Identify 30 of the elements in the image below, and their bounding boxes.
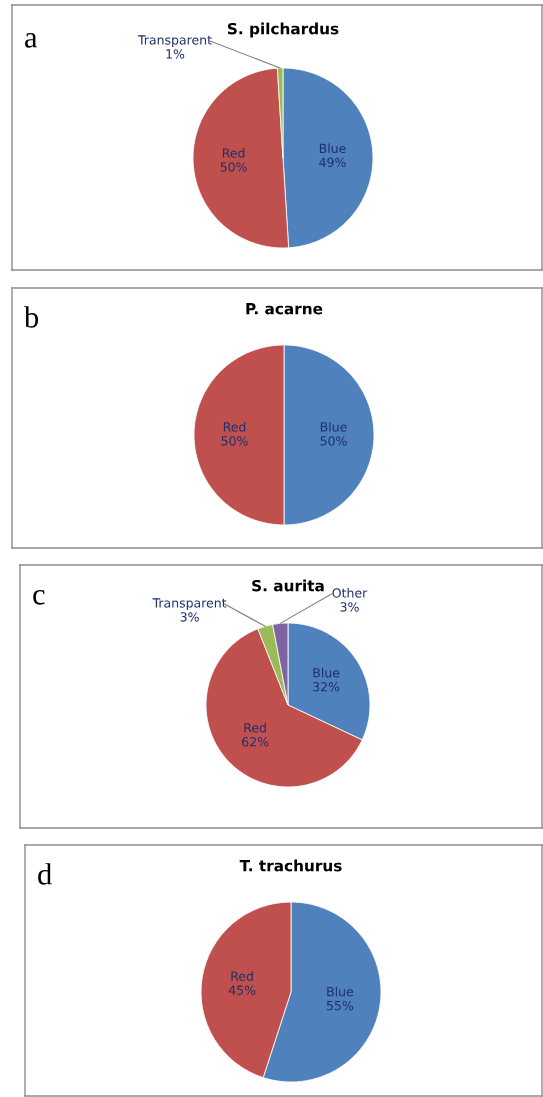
data-label: 55% [326,1000,354,1011]
data-label: 50% [220,162,247,172]
data-label: 50% [320,436,347,446]
slice-label: Transparent [152,598,227,611]
data-label: 3% [340,602,359,612]
data-label: 32% [313,682,340,692]
slice-label: Red [244,722,266,733]
data-label: 62% [242,737,269,747]
text: c [33,589,45,605]
data-label: 45% [228,985,256,995]
chart-title: S. aurita [252,579,324,592]
data-label: 50% [221,436,248,446]
text: a [25,33,38,48]
data-label: 1% [166,49,185,59]
slice-label: Transparent [137,35,212,48]
text: d [38,863,52,885]
slice-label: Blue [319,143,346,154]
data-label: 49% [319,157,346,168]
slice-label: Red [231,971,253,981]
chart-title: S. pilchardus [227,22,339,38]
data-label: 3% [180,612,199,622]
slice-label: Red [223,421,246,432]
slice-label: Blue [320,421,347,432]
chart-title: P. acarne [246,303,323,315]
slice-label: Red [222,148,245,158]
slice-label: Other [332,587,368,598]
slice-label: Blue [327,986,354,997]
slice-label: Blue [313,667,340,678]
chart-title: T. trachurus [239,859,342,872]
text: b [24,306,39,328]
